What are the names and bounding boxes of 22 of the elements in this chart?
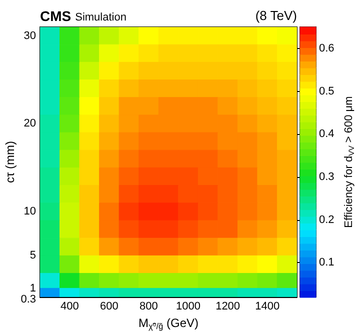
color-bar-label: 0.4 [319, 128, 334, 140]
text: (8 TeV) [255, 8, 297, 23]
y-tick-label: 1 [30, 282, 36, 294]
y-tick-label: 5 [30, 250, 36, 262]
x-tick-label: 1400 [255, 300, 280, 312]
chart-subtitle: Simulation [75, 12, 126, 24]
color-bar-label: 0.5 [319, 85, 334, 98]
y-tick-label: 20 [24, 118, 36, 130]
x-tick-label: 400 [60, 300, 79, 312]
color-bar-label: 0.3 [319, 171, 334, 183]
x-tick-label: 1000 [176, 300, 201, 312]
x-tick-label: 600 [100, 300, 118, 312]
y-tick-label: 10 [24, 206, 36, 218]
y-tick-label: 0.3 [20, 293, 36, 306]
y-axis-title: cτ (mm) [3, 140, 17, 184]
x-tick-label: 1200 [216, 300, 240, 312]
color-bar-label: 0.6 [319, 42, 334, 54]
color-bar-label: 0.2 [319, 214, 334, 226]
color-bar-label: 0.1 [319, 256, 334, 269]
y-tick-label: 30 [24, 30, 36, 42]
chart-title: CMS [40, 8, 72, 24]
x-tick-label: 800 [140, 300, 158, 312]
